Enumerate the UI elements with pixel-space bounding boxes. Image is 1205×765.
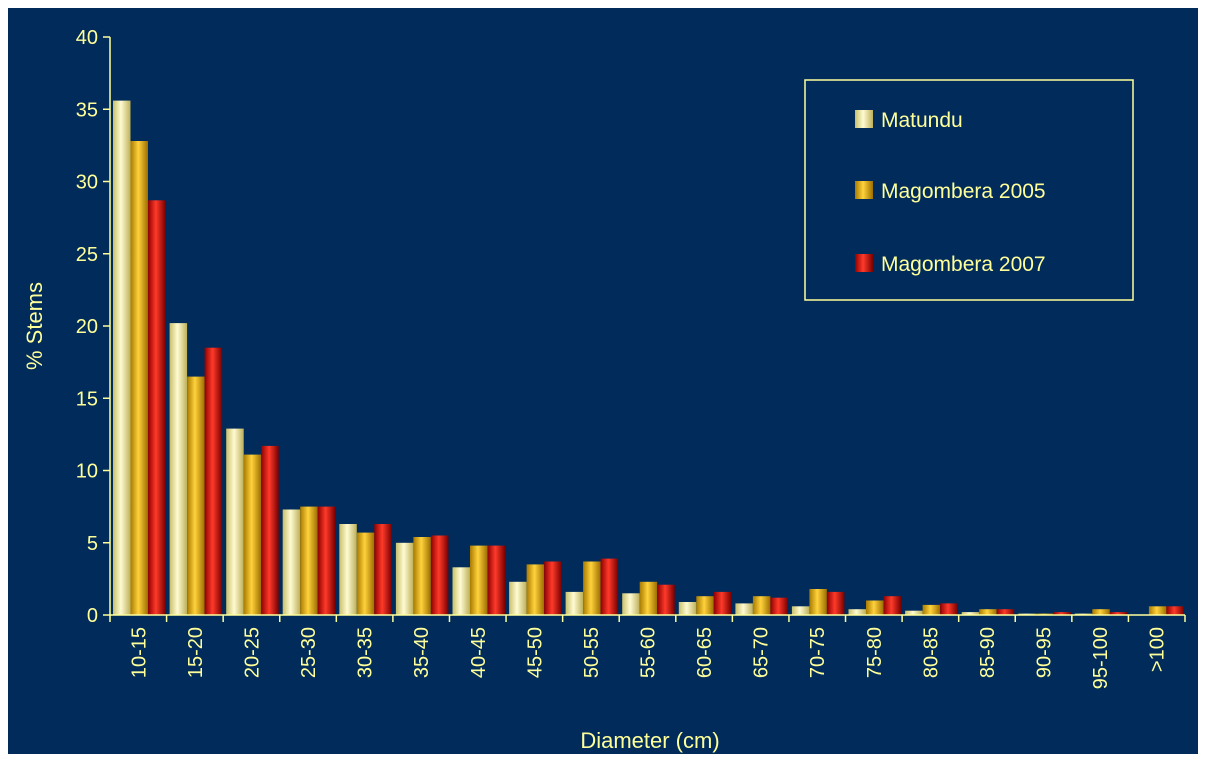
bar-2-16	[979, 609, 997, 615]
bar-2-6	[413, 537, 431, 615]
bar-3-7	[487, 545, 505, 615]
x-tick-label: 35-40	[411, 627, 433, 678]
x-tick-label: 15-20	[185, 627, 207, 678]
bar-3-3	[261, 445, 279, 615]
bar-2-13	[809, 589, 827, 615]
bar-3-1	[148, 200, 166, 616]
bar-1-14	[848, 609, 866, 615]
legend-swatch-1	[855, 110, 873, 128]
y-tick-label: 0	[87, 605, 98, 627]
y-tick-label: 20	[76, 316, 98, 338]
x-tick-label: 50-55	[581, 627, 603, 678]
y-tick-label: 40	[76, 27, 98, 49]
bar-2-10	[639, 581, 658, 615]
x-tick-label: 25-30	[298, 627, 320, 678]
bar-2-7	[470, 545, 488, 615]
bar-2-12	[752, 596, 771, 615]
x-tick-label: 95-100	[1090, 627, 1112, 689]
bar-1-5	[339, 524, 357, 615]
y-tick-label: 15	[76, 388, 98, 410]
axes-layer: 0 5 10 15 20 25 30 35 40 10-15 15-20 20-25 25-30 30-3…	[76, 27, 1186, 689]
bar-3-17	[1053, 612, 1071, 615]
legend-swatch-2	[855, 181, 873, 199]
bar-2-19	[1148, 606, 1167, 615]
bar-3-4	[317, 506, 336, 615]
bars-layer	[113, 100, 1184, 616]
legend-label-3: Magombera 2007	[881, 253, 1046, 276]
bar-2-1	[130, 141, 148, 615]
bar-3-19	[1166, 606, 1184, 615]
x-tick-label: 85-90	[977, 627, 999, 678]
x-axis-label: Diameter (cm)	[580, 728, 719, 753]
x-tick-label: 10-15	[128, 627, 150, 678]
bar-3-18	[1109, 612, 1128, 615]
x-tick-label: 90-95	[1034, 627, 1056, 678]
y-tick-label: 30	[76, 172, 98, 194]
y-tick-label: 25	[76, 244, 98, 266]
bar-2-15	[922, 604, 941, 615]
bar-1-6	[395, 542, 414, 616]
bar-3-2	[204, 347, 223, 615]
bar-1-16	[961, 612, 980, 615]
bar-1-1	[113, 100, 131, 616]
bar-1-3	[226, 428, 244, 615]
x-tick-label: 65-70	[751, 627, 773, 678]
bar-3-15	[940, 603, 958, 615]
bar-1-8	[509, 581, 527, 615]
x-tick-label: 40-45	[468, 627, 490, 678]
legend-swatch-3	[855, 254, 873, 272]
bar-3-14	[883, 596, 901, 615]
bar-3-12	[770, 597, 788, 615]
x-tick-label: 55-60	[638, 627, 660, 678]
y-axis-label: % Stems	[22, 282, 47, 370]
bar-1-9	[565, 591, 584, 615]
y-tick-label: 5	[87, 533, 98, 555]
legend-label-2: Magombera 2005	[881, 180, 1046, 203]
x-tick-label: 80-85	[920, 627, 942, 678]
bar-2-3	[243, 454, 262, 615]
y-tick-label: 10	[76, 461, 98, 483]
bar-3-8	[544, 561, 562, 615]
bar-1-13	[791, 606, 810, 615]
bar-2-5	[356, 532, 375, 615]
x-tick-label: 30-35	[355, 627, 377, 678]
bar-2-9	[583, 561, 601, 615]
bar-2-14	[866, 600, 884, 615]
x-tick-label: 20-25	[241, 627, 263, 678]
bar-3-10	[657, 584, 675, 615]
bar-3-11	[713, 591, 732, 615]
bar-1-4	[282, 509, 301, 615]
bar-1-7	[452, 567, 470, 615]
legend-frame	[804, 79, 1134, 301]
legend-label-1: Matundu	[881, 109, 963, 132]
bar-2-4	[300, 506, 318, 615]
x-tick-label: 60-65	[694, 627, 716, 678]
bar-3-13	[826, 591, 845, 615]
bar-3-16	[996, 609, 1015, 615]
bar-1-15	[905, 610, 923, 615]
bar-3-6	[430, 535, 449, 615]
x-tick-label: 75-80	[864, 627, 886, 678]
x-tick-label: 70-75	[807, 627, 829, 678]
bar-3-9	[600, 558, 619, 615]
legend: Matundu Magombera 2005 Magombera 2007	[804, 79, 1134, 301]
bar-1-2	[169, 323, 188, 615]
bar-1-11	[678, 602, 697, 615]
bar-2-8	[526, 564, 545, 615]
y-tick-label: 35	[76, 99, 98, 121]
x-tick-label: 45-50	[524, 627, 546, 678]
bar-1-10	[622, 593, 640, 615]
bar-3-5	[374, 524, 392, 615]
x-tick-label: >100	[1147, 627, 1169, 672]
bar-2-2	[187, 376, 205, 615]
bar-1-12	[735, 603, 753, 615]
bar-2-11	[696, 596, 714, 615]
bar-2-18	[1092, 609, 1110, 615]
